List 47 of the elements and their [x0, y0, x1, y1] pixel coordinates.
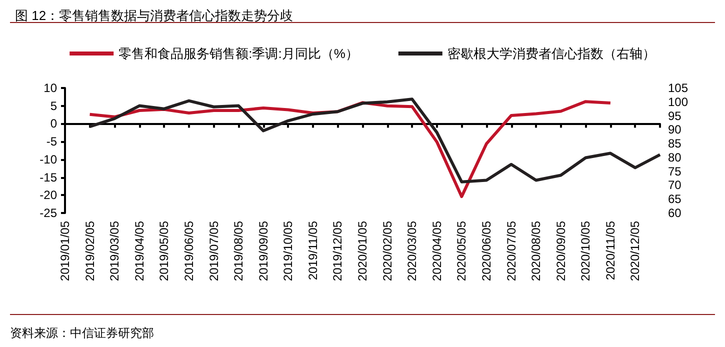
x-tick-label: 2019/09/05 — [256, 220, 270, 282]
y-tick-label: -5 — [46, 134, 58, 149]
line-series — [88, 98, 662, 184]
y2-tick-label: 100 — [668, 94, 688, 109]
y2-tick-label: 105 — [668, 81, 688, 95]
y2-tick-label: 75 — [668, 164, 682, 178]
y2-tick-label: 90 — [668, 122, 682, 137]
x-tick-label: 2019/02/05 — [82, 220, 97, 282]
x-tick-label: 2019/01/05 — [58, 220, 72, 282]
x-tick-label: 2020/01/05 — [356, 220, 370, 282]
x-tick-label: 2020/11/05 — [603, 220, 618, 280]
x-tick-label: 2019/05/05 — [157, 220, 172, 282]
legend-label: 密歇根大学消费者信心指数（右轴） — [447, 46, 656, 61]
x-tick-label: 2020/08/05 — [529, 220, 544, 282]
x-tick-label: 2019/07/05 — [206, 220, 221, 282]
y2-tick-label: 60 — [668, 206, 682, 220]
x-tick-label: 2020/07/05 — [504, 220, 518, 282]
x-tick-label: 2019/10/05 — [281, 220, 296, 282]
y2-tick-label: 65 — [668, 192, 682, 206]
chart-title: 图 12：零售销售数据与消费者信心指数走势分歧 — [15, 8, 294, 23]
y2-tick-label: 80 — [668, 150, 682, 164]
y-tick-label: -25 — [40, 206, 58, 220]
x-tick-label: 2019/06/05 — [182, 220, 196, 282]
x-tick-label: 2020/06/05 — [479, 220, 494, 282]
x-tick-label: 2019/03/05 — [108, 220, 122, 282]
text: 资料来源：中信证券研究部 — [10, 326, 154, 340]
x-tick-label: 2019/04/05 — [132, 220, 146, 282]
x-tick-label: 2019/08/05 — [232, 220, 246, 282]
y-tick-label: -15 — [40, 170, 58, 184]
x-tick-label: 2020/02/05 — [380, 220, 394, 282]
y-tick-label: 5 — [50, 98, 58, 113]
x-tick-label: 2019/12/05 — [330, 220, 345, 282]
legend-label: 零售和食品服务销售额:季调:月同比（%） — [118, 46, 358, 61]
y-tick-label: 10 — [44, 81, 58, 95]
x-tick-label: 2020/03/05 — [405, 220, 420, 282]
x-tick-label: 2020/05/05 — [454, 220, 469, 282]
x-tick-label: 2020/12/05 — [628, 220, 642, 282]
x-tick-label: 2020/04/05 — [430, 220, 444, 282]
x-tick-label: 2020/09/05 — [554, 220, 568, 282]
y-tick-label: 0 — [50, 116, 58, 131]
x-tick-label: 2019/11/05 — [306, 220, 320, 280]
y2-tick-label: 95 — [668, 108, 682, 123]
x-tick-label: 2020/10/05 — [578, 220, 593, 282]
y2-tick-label: 85 — [668, 136, 682, 151]
y-tick-label: -20 — [40, 188, 58, 202]
y-tick-label: -10 — [40, 152, 58, 166]
y2-tick-label: 70 — [668, 178, 682, 192]
